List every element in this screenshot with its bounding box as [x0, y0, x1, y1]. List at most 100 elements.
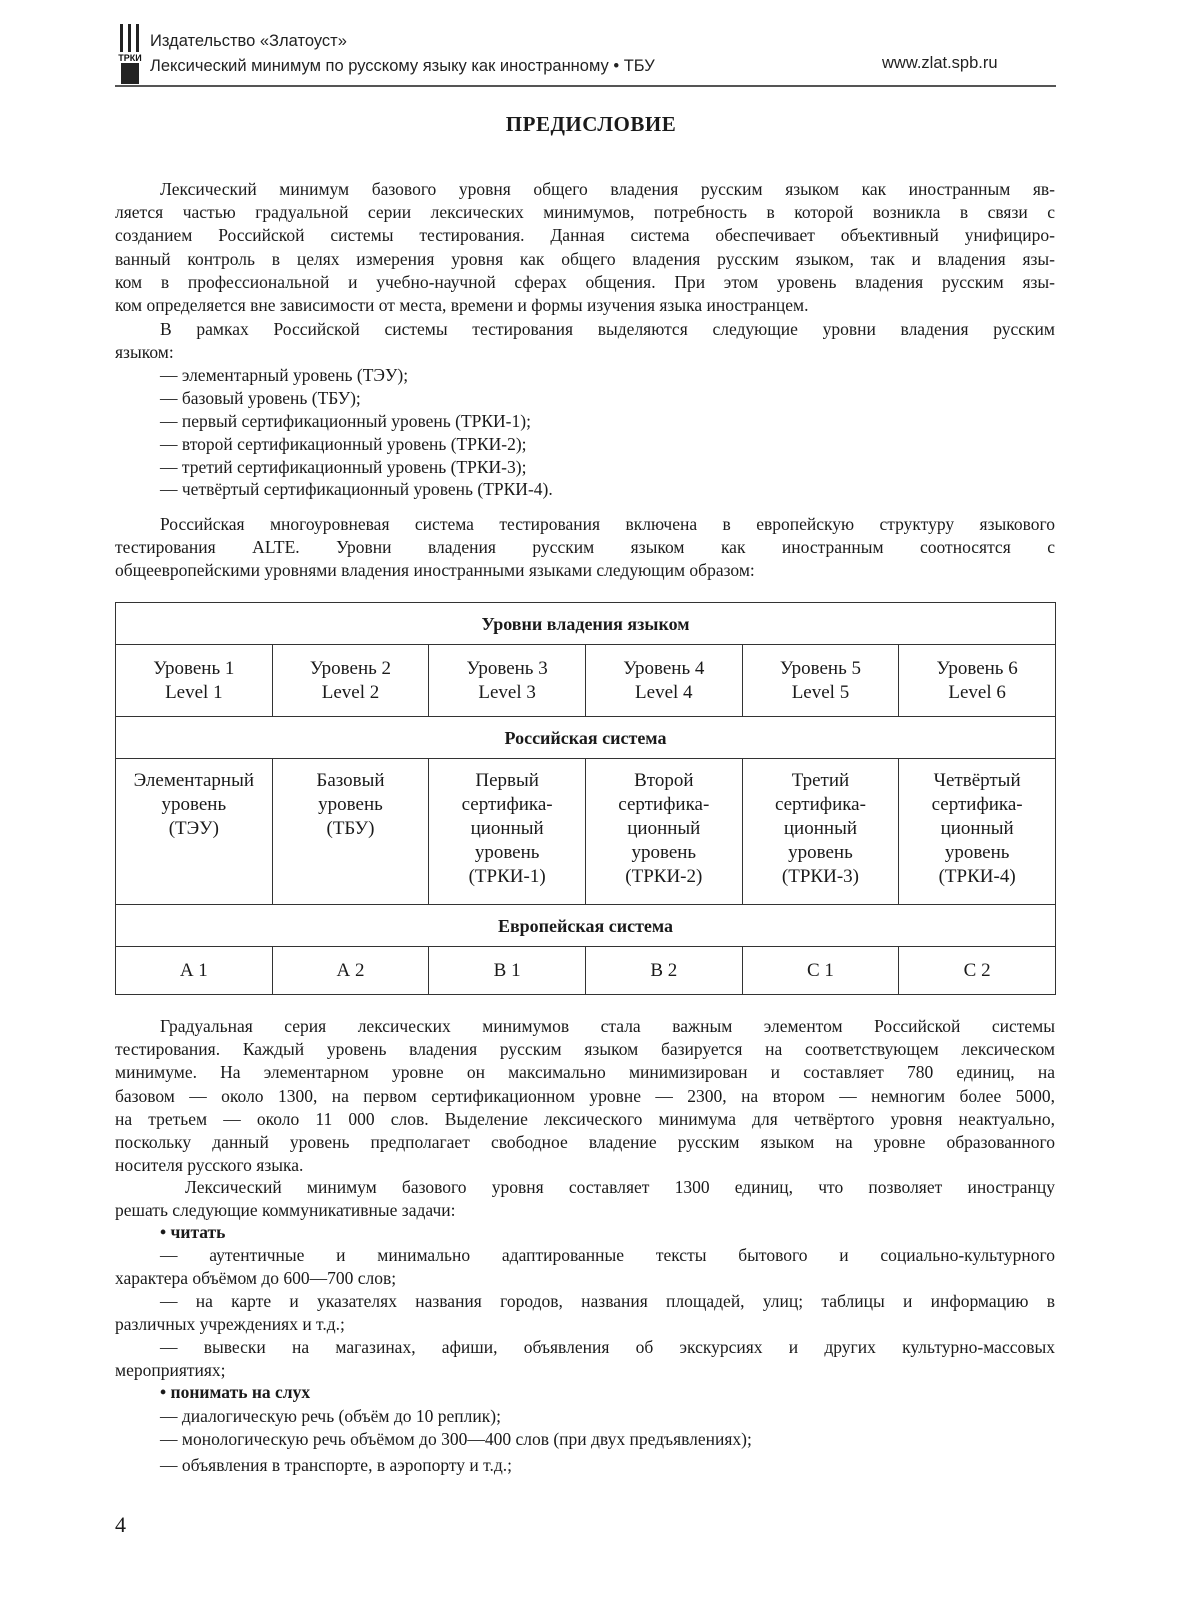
cell-line: Level 2: [321, 682, 380, 703]
text-line: — объявления в транспорте, в аэропорту и…: [160, 1455, 513, 1475]
cell-line: Четвёртый: [933, 770, 1021, 791]
text-line: различных учреждениях и т.д.;: [115, 1314, 345, 1335]
cell-line: Уровень 6: [936, 658, 1018, 679]
page-title: ПРЕДИСЛОВИЕ: [505, 112, 677, 136]
text-line: минимуме. На элементарном уровне он макс…: [115, 1062, 1055, 1083]
header-divider: [115, 85, 1056, 87]
cell-line: Level 3: [478, 682, 536, 703]
cell-line: Level 5: [791, 682, 850, 703]
text-line: Лексический минимум базового уровня сост…: [185, 1177, 1055, 1197]
cell-line: уровень: [318, 794, 383, 815]
european-level-cell: А 2: [271, 946, 430, 995]
text-line: — диалогическую речь (объём до 10 реплик…: [160, 1406, 501, 1426]
text-line: характера объёмом до 600—700 слов;: [115, 1268, 397, 1289]
european-level-cell: А 1: [115, 946, 273, 995]
paragraph: — элементарный уровень (ТЭУ);: [115, 364, 1055, 387]
cell-line: ционный: [783, 818, 857, 839]
cell-line: Level 1: [165, 682, 223, 703]
cell-line: Третий: [791, 770, 850, 791]
cell-line: (ТРКИ-4): [938, 866, 1016, 887]
level-cell: Уровень 2 Level 2: [271, 644, 430, 717]
cell-line: (ТЭУ): [168, 818, 219, 839]
website-link[interactable]: www.zlat.spb.ru: [882, 54, 998, 72]
text-line: • понимать на слух: [160, 1382, 311, 1402]
paragraph: Градуальная серия лексических минимумов …: [115, 1015, 1055, 1177]
cell-line: ционный: [470, 818, 544, 839]
level-cell: Уровень 6 Level 6: [898, 644, 1056, 717]
text-line: — второй сертификационный уровень (ТРКИ-…: [160, 434, 527, 454]
text-line: ляется частью градуальной серии лексичес…: [115, 202, 1055, 223]
russian-system-header: Российская система: [115, 716, 1056, 759]
cell-line: сертифика-: [931, 794, 1023, 815]
russian-system-row: Элементарный уровень (ТЭУ) Базовый уровень (Т…: [115, 758, 1056, 905]
paragraph: — третий сертификационный уровень (ТРКИ-…: [115, 456, 1055, 479]
cell-line: уровень: [788, 842, 853, 863]
level-cell: Уровень 1 Level 1: [115, 644, 273, 717]
text-line: — элементарный уровень (ТЭУ);: [160, 365, 409, 385]
paragraph: — базовый уровень (ТБУ);: [115, 387, 1055, 410]
cell-line: Уровень 5: [779, 658, 862, 679]
text-line: мероприятиях;: [115, 1360, 226, 1381]
cell-line: Level 6: [948, 682, 1006, 703]
text-line: • читать: [160, 1222, 226, 1242]
text-line: Градуальная серия лексических минимумов …: [160, 1016, 1055, 1036]
page-number: 4: [115, 1512, 126, 1537]
cell-line: Уровень 1: [153, 658, 235, 679]
russian-level-cell: Базовый уровень (ТБУ): [271, 758, 430, 905]
level-cell: Уровень 4 Level 4: [584, 644, 743, 717]
text-line: базовом — около 1300, на первом сертифик…: [115, 1085, 1055, 1106]
russian-level-cell: Первый сертифика-ционный уровень (ТРКИ-1): [428, 758, 586, 905]
cell-line: уровень: [161, 794, 227, 815]
paragraph: — второй сертификационный уровень (ТРКИ-…: [115, 433, 1055, 456]
cell-line: Level 4: [635, 682, 693, 703]
european-level-cell: В 1: [428, 946, 586, 995]
paragraph: • понимать на слух: [115, 1381, 1055, 1404]
european-level-cell: В 2: [584, 946, 743, 995]
paragraph: — монологическую речь объёмом до 300—400…: [115, 1428, 1055, 1451]
cell-line: сертифика-: [774, 794, 866, 815]
paragraph: — диалогическую речь (объём до 10 реплик…: [115, 1405, 1055, 1428]
cell-line: (ТРКИ-1): [468, 866, 546, 887]
text-line: Российская многоуровневая система тестир…: [160, 514, 1055, 534]
paragraph: — объявления в транспорте, в аэропорту и…: [115, 1454, 1055, 1477]
text-line: созданием Российской системы тестировани…: [115, 225, 1055, 246]
text-line: В рамках Российской системы тестирования…: [160, 319, 1055, 339]
cell-line: ционный: [940, 818, 1014, 839]
cell-line: Уровень 2: [309, 658, 392, 679]
text-line: Лексический минимум базового уровня обще…: [160, 179, 1055, 199]
paragraph: — четвёртый сертификационный уровень (ТР…: [115, 478, 1055, 501]
paragraph: Лексический минимум базового уровня сост…: [115, 1176, 1055, 1222]
text-line: языком:: [115, 342, 174, 363]
cell-line: Элементарный: [133, 770, 255, 791]
text-line: — базовый уровень (ТБУ);: [160, 388, 361, 408]
cell-line: (ТРКИ-2): [625, 866, 703, 887]
svg-text:ТРКИ: ТРКИ: [118, 53, 141, 63]
trki-logo: ТРКИ: [117, 24, 143, 84]
paragraph: — первый сертификационный уровень (ТРКИ-…: [115, 410, 1055, 433]
text-line: — монологическую речь объёмом до 300—400…: [160, 1429, 752, 1449]
text-line: тестирования. Каждый уровень владения ру…: [115, 1039, 1055, 1060]
level-cell: Уровень 3 Level 3: [428, 644, 586, 717]
text-line: — четвёртый сертификационный уровень (ТР…: [160, 479, 553, 499]
paragraph: • читать: [115, 1221, 1055, 1244]
cell-line: уровень: [631, 842, 697, 863]
text-line: решать следующие коммуникативные задачи:: [115, 1200, 456, 1221]
text-line: — на карте и указателях названия городов…: [160, 1291, 1055, 1311]
publisher-name: Издательство «Златоуст»: [150, 32, 347, 50]
text-line: тестирования ALTE. Уровни владения русск…: [115, 537, 1055, 558]
cell-line: Уровень 4: [623, 658, 705, 679]
cell-line: сертифика-: [461, 794, 553, 815]
russian-level-cell: Четвёртый сертифика-ционный уровень (ТРКИ-4…: [898, 758, 1056, 905]
russian-level-cell: Элементарный уровень (ТЭУ): [115, 758, 273, 905]
cell-line: уровень: [474, 842, 540, 863]
text-line: на третьем — около 11 000 слов. Выделени…: [115, 1108, 1055, 1129]
paragraph: — аутентичные и минимально адаптированны…: [115, 1244, 1055, 1290]
paragraph: — на карте и указателях названия городов…: [115, 1290, 1055, 1336]
levels-row: Уровень 1 Level 1 Уровень 2 Level 2 Уровень …: [115, 644, 1056, 717]
text-line: общеевропейскими уровнями владения иност…: [115, 560, 755, 581]
level-cell: Уровень 5 Level 5: [741, 644, 900, 717]
text-line: носителя русского языка.: [115, 1155, 304, 1176]
